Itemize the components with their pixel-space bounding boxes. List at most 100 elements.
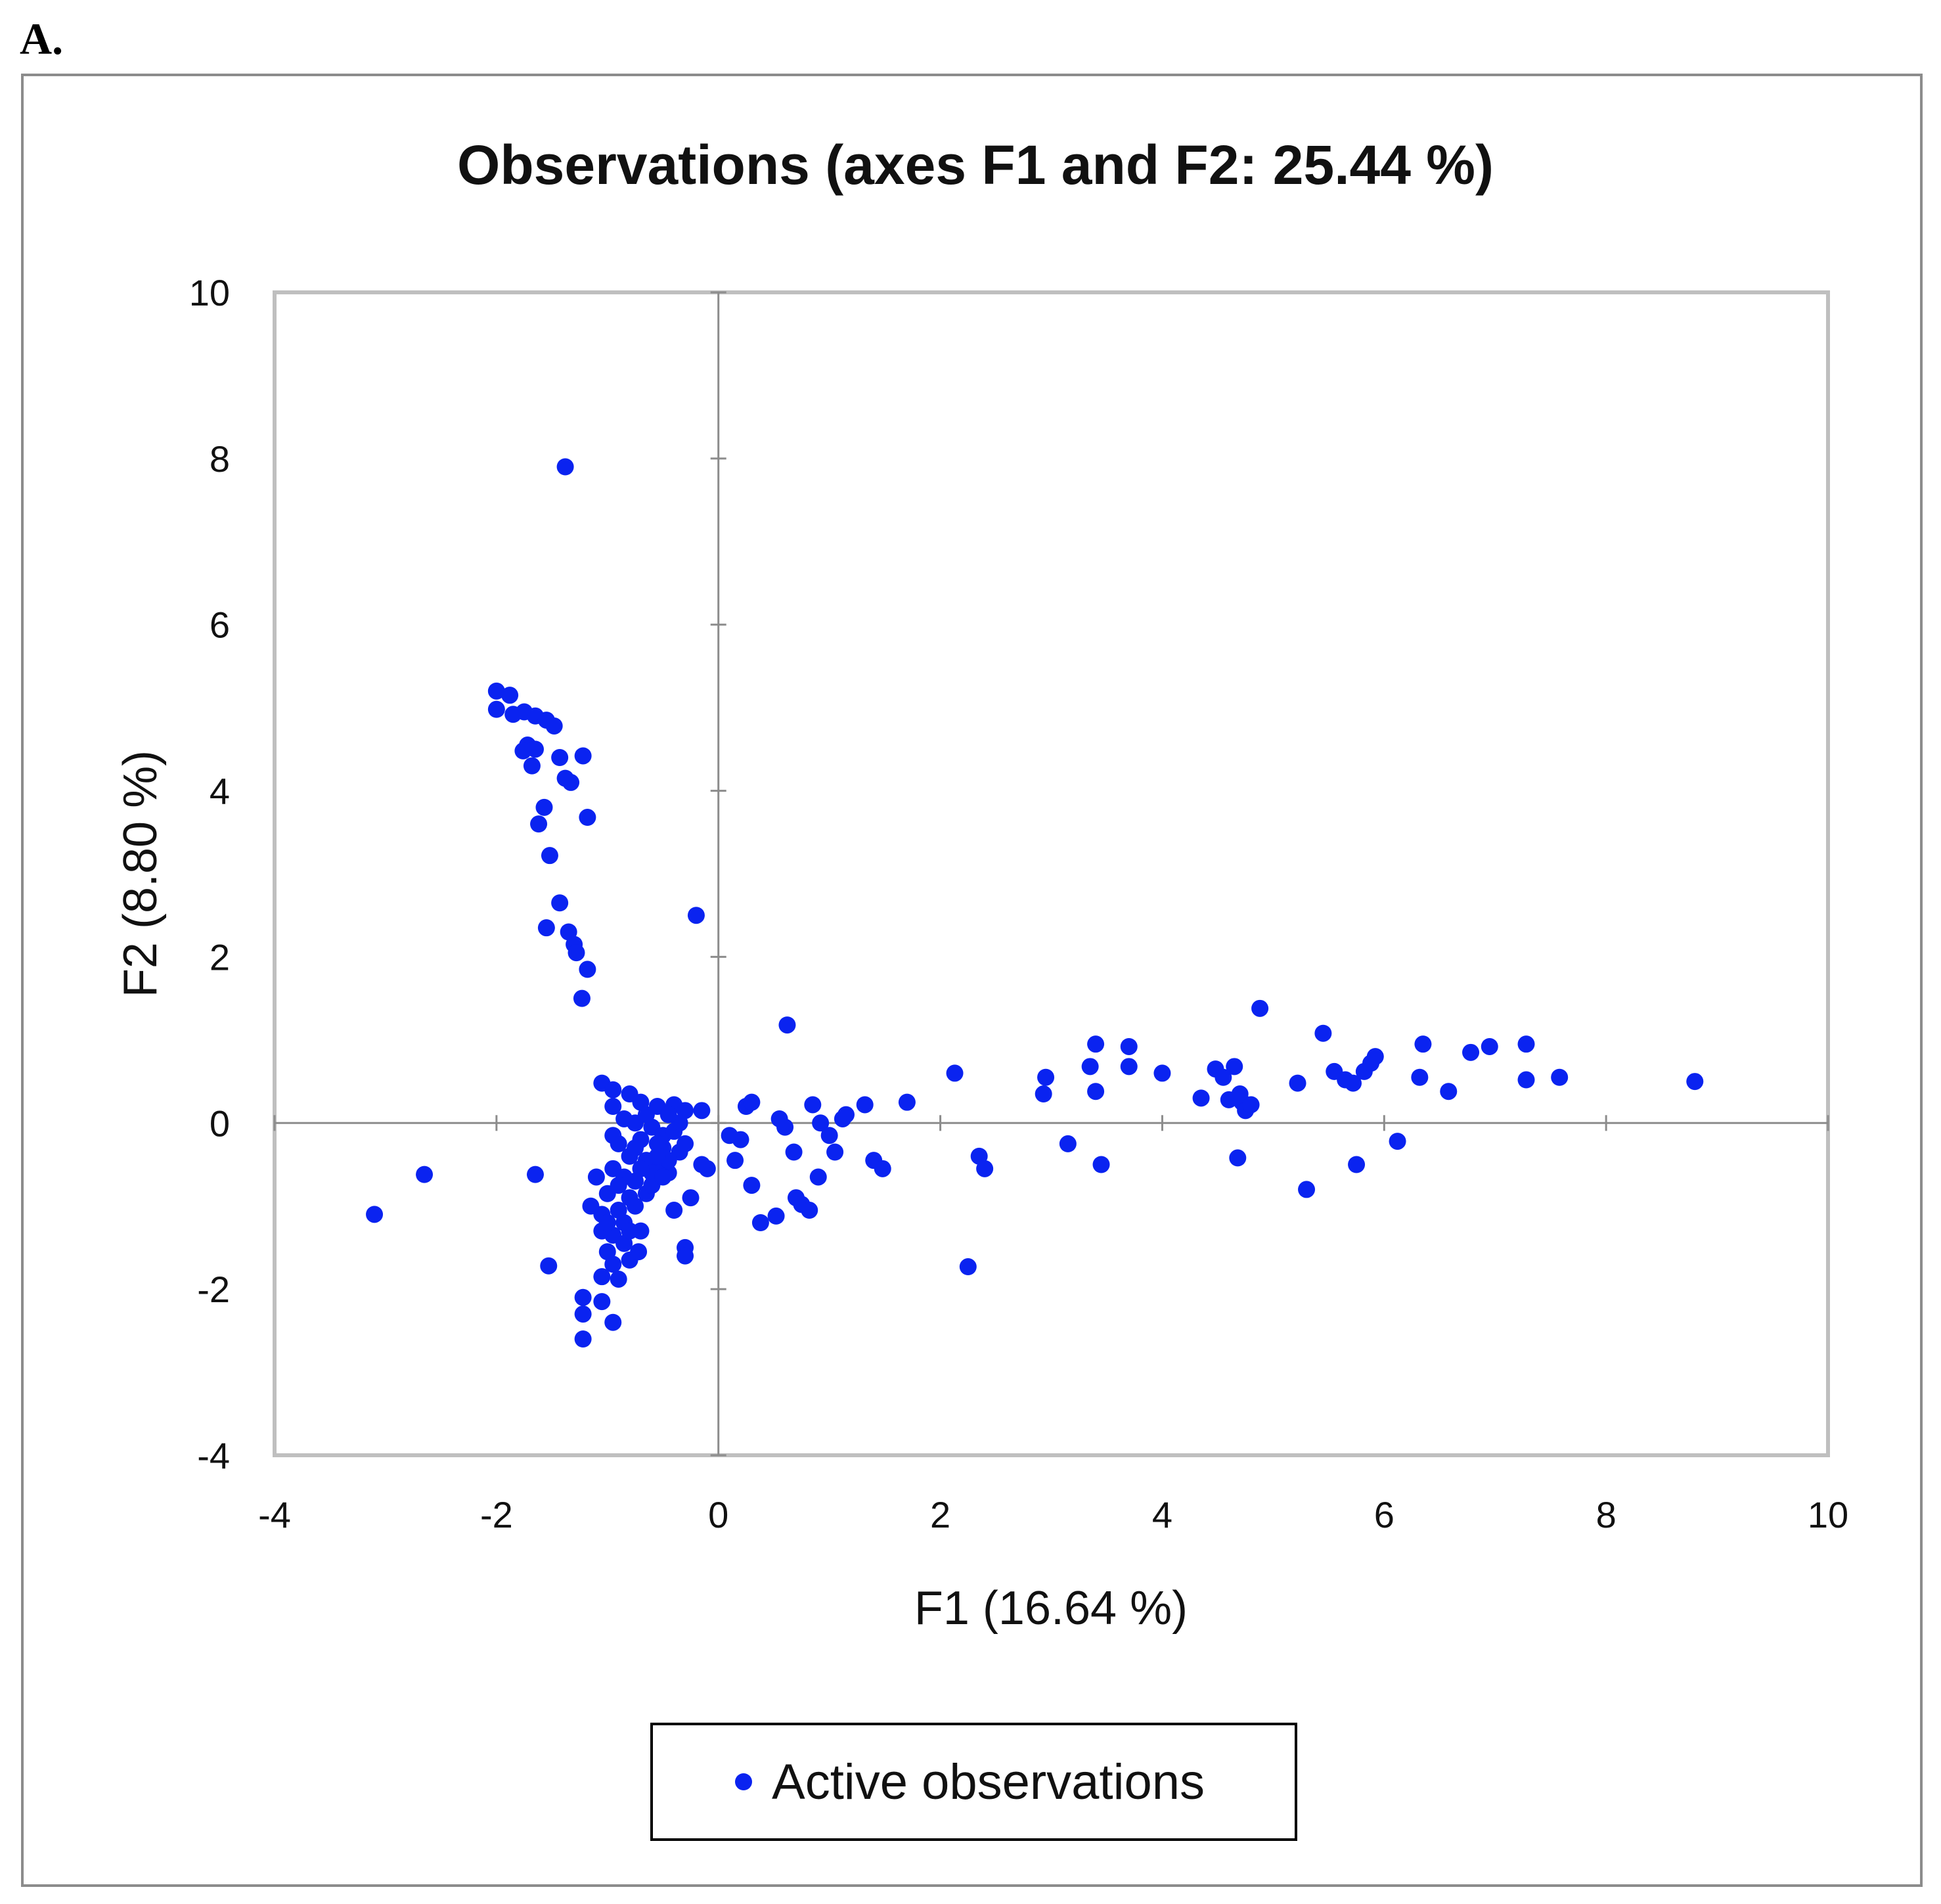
data-point bbox=[976, 1160, 994, 1177]
data-point bbox=[574, 747, 592, 765]
data-point bbox=[751, 1214, 769, 1231]
data-point bbox=[1366, 1048, 1384, 1066]
data-point bbox=[530, 815, 548, 833]
data-point bbox=[1462, 1043, 1480, 1061]
data-point bbox=[1092, 1156, 1110, 1173]
y-tick-label: 10 bbox=[189, 272, 230, 313]
data-point bbox=[1081, 1058, 1099, 1076]
data-point bbox=[545, 717, 563, 735]
data-point bbox=[743, 1177, 761, 1194]
data-point bbox=[1414, 1035, 1432, 1053]
data-point bbox=[562, 773, 580, 791]
data-point bbox=[1481, 1037, 1498, 1055]
data-point bbox=[1215, 1068, 1232, 1086]
data-point bbox=[582, 1197, 600, 1215]
data-point bbox=[593, 1293, 611, 1311]
data-point bbox=[874, 1160, 891, 1177]
x-axis-label: F1 (16.64 %) bbox=[914, 1582, 1188, 1635]
x-tick-label: 10 bbox=[1808, 1494, 1848, 1535]
data-point bbox=[743, 1093, 761, 1111]
data-point bbox=[1298, 1181, 1316, 1198]
data-point bbox=[573, 989, 591, 1007]
data-point bbox=[1389, 1133, 1406, 1150]
data-point bbox=[556, 458, 574, 476]
x-tick-label: 2 bbox=[930, 1494, 950, 1535]
data-point bbox=[579, 961, 596, 978]
data-point bbox=[1087, 1035, 1105, 1053]
data-point bbox=[648, 1147, 666, 1165]
data-point bbox=[682, 1189, 700, 1207]
data-point bbox=[1251, 999, 1269, 1017]
data-point bbox=[630, 1243, 648, 1261]
data-point bbox=[677, 1247, 694, 1265]
y-tick-label: 2 bbox=[210, 936, 230, 978]
data-point bbox=[1037, 1068, 1055, 1086]
data-point bbox=[627, 1114, 644, 1132]
data-point bbox=[535, 798, 553, 816]
data-point bbox=[1686, 1073, 1704, 1091]
data-point bbox=[767, 1207, 785, 1225]
data-point bbox=[776, 1118, 794, 1136]
x-tick-label: 8 bbox=[1596, 1494, 1617, 1535]
data-point bbox=[1289, 1074, 1306, 1092]
data-point bbox=[574, 1305, 592, 1323]
data-point bbox=[898, 1093, 916, 1111]
data-point bbox=[604, 1098, 622, 1115]
data-point bbox=[837, 1106, 855, 1123]
plot-area-border bbox=[273, 290, 1830, 1457]
data-point bbox=[693, 1102, 711, 1120]
data-point bbox=[826, 1143, 844, 1161]
data-point bbox=[610, 1177, 627, 1194]
data-point bbox=[523, 757, 541, 775]
y-tick-label: 8 bbox=[210, 438, 230, 480]
y-tick-label: 6 bbox=[210, 604, 230, 646]
tick-labels: -4 -2 0 2 4 6 8 10 -4 -2 0 2 4 6 8 10 bbox=[189, 272, 1848, 1535]
data-point bbox=[946, 1064, 964, 1082]
data-point bbox=[785, 1143, 803, 1161]
data-point bbox=[1120, 1037, 1138, 1055]
data-point bbox=[1035, 1085, 1052, 1103]
data-point bbox=[1440, 1083, 1458, 1100]
data-point bbox=[732, 1131, 749, 1148]
data-point bbox=[654, 1168, 672, 1186]
data-point bbox=[604, 1081, 622, 1099]
data-point bbox=[627, 1139, 644, 1157]
legend: Active observations bbox=[650, 1723, 1297, 1841]
x-tick-label: -4 bbox=[258, 1494, 291, 1535]
data-point bbox=[809, 1168, 827, 1186]
data-point bbox=[726, 1152, 744, 1169]
data-point bbox=[487, 682, 505, 700]
data-point bbox=[1411, 1068, 1429, 1086]
data-points bbox=[366, 458, 1704, 1348]
data-point bbox=[693, 1156, 711, 1173]
data-point bbox=[677, 1135, 694, 1152]
data-point bbox=[1120, 1058, 1138, 1076]
data-point bbox=[366, 1206, 384, 1223]
data-point bbox=[540, 1257, 558, 1275]
data-point bbox=[541, 847, 558, 865]
legend-marker-icon bbox=[735, 1773, 752, 1790]
x-tick-label: -2 bbox=[480, 1494, 513, 1535]
y-axis-label: F2 (8.80 %) bbox=[114, 750, 167, 997]
data-point bbox=[687, 907, 705, 924]
chart-frame bbox=[21, 74, 1923, 1887]
data-point bbox=[801, 1202, 818, 1219]
data-point bbox=[568, 944, 585, 962]
data-point bbox=[1517, 1035, 1535, 1053]
data-point bbox=[648, 1135, 666, 1152]
data-point bbox=[1517, 1071, 1535, 1089]
x-tick-label: 0 bbox=[708, 1494, 728, 1535]
x-tick-label: 6 bbox=[1374, 1494, 1394, 1535]
data-point bbox=[551, 749, 569, 766]
data-point bbox=[487, 700, 505, 718]
data-point bbox=[604, 1127, 622, 1145]
chart-title: Observations (axes F1 and F2: 25.44 %) bbox=[457, 134, 1494, 196]
data-point bbox=[632, 1160, 650, 1177]
data-point bbox=[1229, 1149, 1247, 1167]
data-point bbox=[959, 1258, 977, 1276]
axes-layer bbox=[273, 291, 1829, 1457]
data-point bbox=[1226, 1058, 1243, 1076]
data-point bbox=[1192, 1089, 1210, 1107]
data-point bbox=[1059, 1135, 1077, 1152]
data-point bbox=[1314, 1024, 1332, 1042]
